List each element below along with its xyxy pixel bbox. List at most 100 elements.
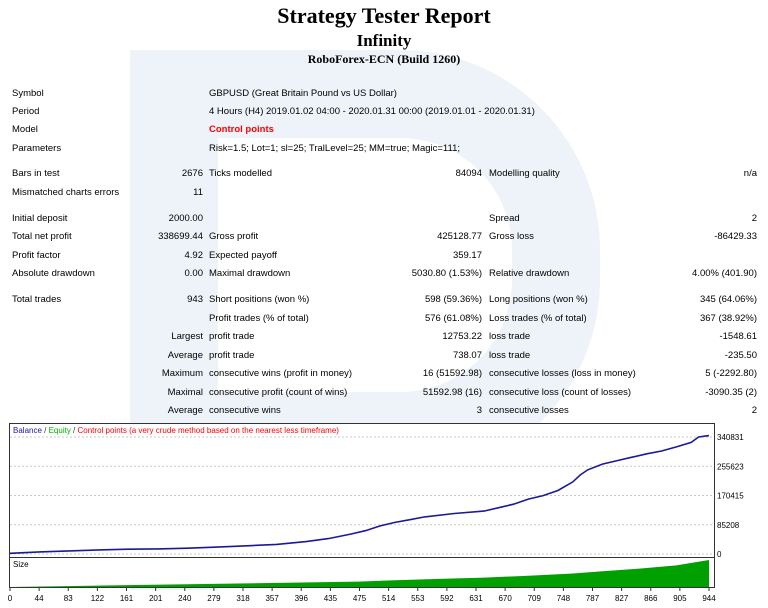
x-tick-label: 475 bbox=[353, 594, 367, 603]
y-tick-label: 255623 bbox=[717, 462, 744, 471]
profit-trades-value: 576 (61.08%) bbox=[424, 313, 482, 324]
maximal-cons-loss-value: -3090.35 (2) bbox=[705, 387, 757, 398]
bars-in-test-value: 2676 bbox=[181, 168, 203, 179]
x-tick-label: 709 bbox=[528, 594, 542, 603]
maximal-label: Maximal bbox=[167, 387, 203, 398]
report-title: Strategy Tester Report bbox=[277, 3, 491, 28]
gross-loss-label: Gross loss bbox=[489, 231, 534, 242]
parameters-label: Parameters bbox=[12, 143, 62, 154]
profit-trades-label: Profit trades (% of total) bbox=[209, 313, 309, 324]
ticks-modelled-value: 84094 bbox=[455, 168, 482, 179]
long-positions-value: 345 (64.06%) bbox=[699, 294, 757, 305]
y-tick-label: 0 bbox=[717, 550, 722, 559]
largest-profit-value: 12753.22 bbox=[442, 331, 482, 342]
x-tick-label: 0 bbox=[8, 594, 13, 603]
y-tick-label: 170415 bbox=[717, 492, 744, 501]
x-tick-label: 631 bbox=[469, 594, 483, 603]
mismatched-label: Mismatched charts errors bbox=[12, 187, 120, 198]
average-loss-value: -235.50 bbox=[724, 350, 757, 361]
x-tick-label: 787 bbox=[586, 594, 600, 603]
absolute-drawdown-label: Absolute drawdown bbox=[12, 268, 95, 279]
x-tick-label: 122 bbox=[91, 594, 105, 603]
average2-label: Average bbox=[167, 405, 203, 416]
balance-chart: Balance / Equity / Control points (a ver… bbox=[8, 423, 744, 603]
max-cons-wins-value: 16 (51592.98) bbox=[422, 368, 482, 379]
total-net-profit-label: Total net profit bbox=[12, 231, 72, 242]
initial-deposit-value: 2000.00 bbox=[168, 213, 203, 224]
period-value: 4 Hours (H4) 2019.01.02 04:00 - 2020.01.… bbox=[209, 106, 535, 117]
loss-trades-label: Loss trades (% of total) bbox=[489, 313, 587, 324]
legend-balance: Balance bbox=[13, 426, 42, 435]
gross-loss-value: -86429.33 bbox=[714, 231, 757, 242]
total-trades-label: Total trades bbox=[12, 294, 62, 305]
broker-name: RoboForex-ECN (Build 1260) bbox=[307, 52, 461, 66]
absolute-drawdown-value: 0.00 bbox=[184, 268, 204, 279]
x-tick-label: 866 bbox=[644, 594, 658, 603]
avg-cons-losses-label: consecutive losses bbox=[489, 405, 569, 416]
x-tick-label: 201 bbox=[149, 594, 163, 603]
largest-loss-label: loss trade bbox=[489, 331, 531, 342]
x-tick-label: 279 bbox=[207, 594, 221, 603]
balance-chart-svg: Balance / Equity / Control points (a ver… bbox=[9, 423, 744, 588]
mismatched-value: 11 bbox=[193, 187, 203, 198]
maximal-drawdown-label: Maximal drawdown bbox=[209, 268, 291, 279]
max-cons-losses-label: consecutive losses (loss in money) bbox=[489, 368, 636, 379]
chart-legend: Balance / Equity / Control points (a ver… bbox=[13, 426, 339, 435]
gross-profit-value: 425128.77 bbox=[437, 231, 482, 242]
model-value: Control points bbox=[209, 124, 274, 135]
largest-label: Largest bbox=[171, 331, 203, 342]
modelling-quality-label: Modelling quality bbox=[489, 168, 560, 179]
x-tick-label: 161 bbox=[120, 594, 134, 603]
parameters-value: Risk=1.5; Lot=1; sl=25; TralLevel=25; MM… bbox=[209, 143, 461, 154]
average-label: Average bbox=[167, 350, 203, 361]
period-label: Period bbox=[12, 106, 40, 117]
total-trades-value: 943 bbox=[187, 294, 203, 305]
report-subtitle: Infinity bbox=[356, 31, 412, 50]
size-label: Size bbox=[13, 560, 29, 569]
x-tick-label: 553 bbox=[411, 594, 425, 603]
x-tick-label: 83 bbox=[64, 594, 73, 603]
largest-loss-value: -1548.61 bbox=[719, 331, 757, 342]
total-net-profit-value: 338699.44 bbox=[158, 231, 203, 242]
maximal-cons-profit-label: consecutive profit (count of wins) bbox=[209, 387, 348, 398]
modelling-quality-value: n/a bbox=[743, 168, 757, 179]
y-tick-label: 340831 bbox=[717, 433, 744, 442]
spread-value: 2 bbox=[751, 213, 757, 224]
expected-payoff-label: Expected payoff bbox=[209, 250, 277, 261]
x-tick-label: 357 bbox=[265, 594, 279, 603]
profit-factor-label: Profit factor bbox=[12, 250, 61, 261]
maximal-drawdown-value: 5030.80 (1.53%) bbox=[411, 268, 482, 279]
avg-cons-losses-value: 2 bbox=[751, 405, 757, 416]
maximal-cons-loss-label: consecutive loss (count of losses) bbox=[489, 387, 632, 398]
x-tick-label: 670 bbox=[498, 594, 512, 603]
x-tick-label: 240 bbox=[178, 594, 192, 603]
maximal-cons-profit-value: 51592.98 (16) bbox=[422, 387, 482, 398]
relative-drawdown-label: Relative drawdown bbox=[489, 268, 570, 279]
loss-trades-value: 367 (38.92%) bbox=[699, 313, 757, 324]
gross-profit-label: Gross profit bbox=[209, 231, 259, 242]
x-tick-label: 435 bbox=[324, 594, 338, 603]
short-positions-label: Short positions (won %) bbox=[209, 294, 310, 305]
profit-factor-value: 4.92 bbox=[184, 250, 204, 261]
y-tick-label: 85208 bbox=[717, 521, 740, 530]
symbol-label: Symbol bbox=[12, 88, 44, 99]
long-positions-label: Long positions (won %) bbox=[489, 294, 588, 305]
avg-cons-wins-value: 3 bbox=[476, 405, 482, 416]
x-tick-label: 396 bbox=[295, 594, 309, 603]
x-tick-label: 748 bbox=[557, 594, 571, 603]
size-series-area bbox=[10, 560, 709, 587]
average-profit-value: 738.07 bbox=[452, 350, 482, 361]
x-tick-label: 827 bbox=[615, 594, 629, 603]
maximum-label: Maximum bbox=[161, 368, 203, 379]
legend-control-points: Control points (a very crude method base… bbox=[78, 426, 340, 435]
initial-deposit-label: Initial deposit bbox=[12, 213, 68, 224]
x-tick-label: 905 bbox=[673, 594, 687, 603]
legend-sep-1: / bbox=[42, 426, 49, 435]
spread-label: Spread bbox=[489, 213, 520, 224]
average-profit-label: profit trade bbox=[209, 350, 255, 361]
max-cons-wins-label: consecutive wins (profit in money) bbox=[209, 368, 353, 379]
x-tick-label: 592 bbox=[440, 594, 454, 603]
x-tick-labels: 0 44 83 122 161 201 240 279 318 357 396 435 475 514 55… bbox=[8, 588, 716, 603]
largest-profit-label: profit trade bbox=[209, 331, 255, 342]
x-tick-label: 944 bbox=[702, 594, 716, 603]
